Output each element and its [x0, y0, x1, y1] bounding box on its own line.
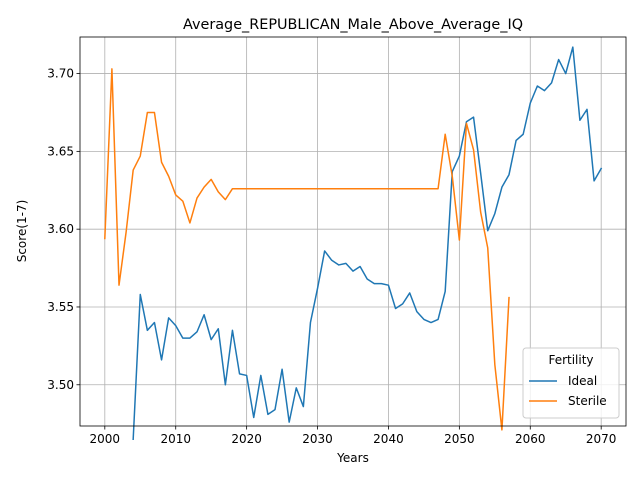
y-tick-label: 3.60	[47, 222, 74, 236]
legend-title: Fertility	[548, 353, 593, 367]
y-tick-label: 3.50	[47, 378, 74, 392]
plot-frame	[79, 36, 627, 427]
x-tick-label: 2060	[515, 432, 546, 446]
y-tick-label: 3.70	[47, 67, 74, 81]
x-tick-label: 2030	[302, 432, 333, 446]
series-lines	[104, 46, 603, 441]
x-axis-label: Years	[336, 451, 369, 465]
legend-label-sterile: Sterile	[568, 394, 607, 408]
y-tick-label: 3.65	[47, 144, 74, 158]
chart-title: Average_REPUBLICAN_Male_Above_Average_IQ	[183, 17, 523, 33]
legend-label-ideal: Ideal	[568, 374, 597, 388]
x-tick-label: 2040	[373, 432, 404, 446]
series-line-sterile	[104, 68, 510, 431]
series-line-ideal	[132, 46, 603, 441]
x-tick-label: 2070	[586, 432, 617, 446]
y-tick-label: 3.55	[47, 300, 74, 314]
x-tick-label: 2000	[90, 432, 121, 446]
x-tick-label: 2050	[444, 432, 475, 446]
x-tick-label: 2010	[160, 432, 191, 446]
x-tick-label: 2020	[231, 432, 262, 446]
legend: Fertility Ideal Sterile	[522, 347, 620, 419]
y-axis-label: Score(1-7)	[15, 200, 29, 263]
axis-ticks: 2000 2010 2020 2030 2040 2050 2060 2070 3.50 3.55…	[47, 67, 616, 446]
